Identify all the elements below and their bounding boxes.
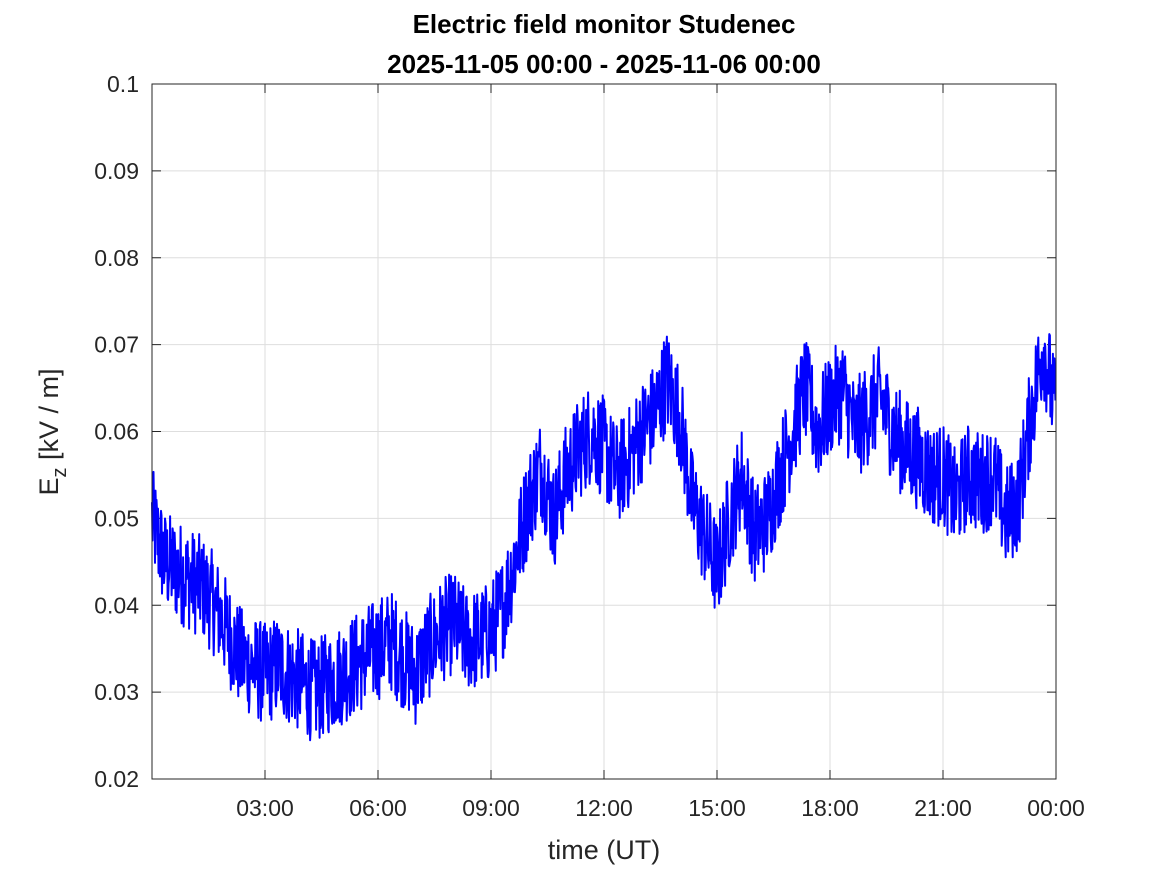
y-axis-label-base: E [34, 478, 64, 496]
y-axis-label-subscript: z [49, 468, 71, 478]
y-tick-label: 0.03 [94, 679, 139, 705]
x-tick-label: 09:00 [462, 795, 520, 821]
series-line [151, 333, 1057, 742]
x-tick-label: 12:00 [575, 795, 633, 821]
y-tick-label: 0.04 [94, 592, 139, 618]
y-tick-label: 0.1 [107, 71, 139, 97]
y-axis-label-unit: [kV / m] [34, 368, 64, 467]
x-tick-label: 18:00 [801, 795, 859, 821]
y-tick-label: 0.02 [94, 766, 139, 792]
y-axis-label: Ez [kV / m] [34, 368, 71, 495]
x-tick-label: 06:00 [349, 795, 407, 821]
x-tick-labels: 03:00 06:00 09:00 12:00 15:00 18:00 21:00 00:00 [236, 795, 1085, 821]
chart-subtitle: 2025-11-05 00:00 - 2025-11-06 00:00 [387, 49, 821, 79]
y-tick-label: 0.06 [94, 419, 139, 445]
y-tick-label: 0.05 [94, 505, 139, 531]
y-tick-label: 0.07 [94, 332, 139, 358]
y-tick-label: 0.08 [94, 245, 139, 271]
chart-title: Electric field monitor Studenec [413, 9, 796, 39]
y-tick-label: 0.09 [94, 158, 139, 184]
x-tick-label: 03:00 [236, 795, 294, 821]
x-axis-label: time (UT) [548, 835, 660, 865]
x-tick-label: 00:00 [1027, 795, 1085, 821]
y-tick-labels: 0.02 0.03 0.04 0.05 0.06 0.07 0.08 0.09 0.1 [94, 71, 139, 792]
x-tick-label: 21:00 [914, 795, 972, 821]
series-group [151, 333, 1057, 742]
plot-frame [151, 83, 1057, 780]
x-tick-label: 15:00 [688, 795, 746, 821]
